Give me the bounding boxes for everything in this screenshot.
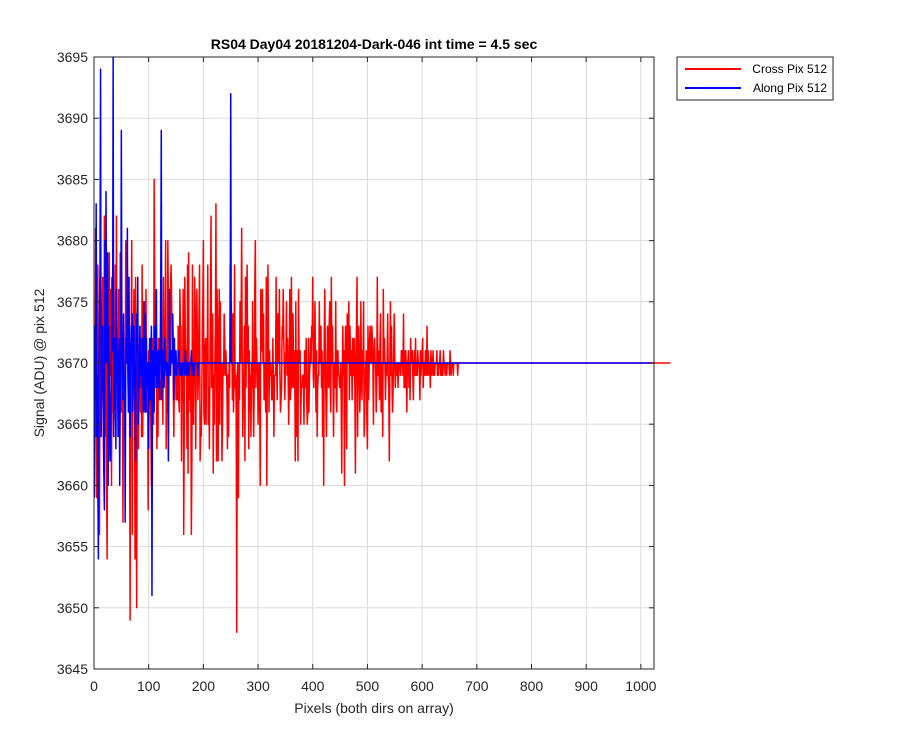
y-tick-label: 3675 [57, 294, 88, 310]
series-layer [93, 56, 671, 634]
x-tick-label: 200 [192, 678, 216, 694]
x-tick-label: 600 [410, 678, 434, 694]
y-tick-label: 3655 [57, 539, 88, 555]
x-tick-label: 300 [246, 678, 270, 694]
x-axis-label: Pixels (both dirs on array) [294, 700, 454, 716]
y-tick-label: 3690 [57, 110, 88, 126]
y-tick-label: 3665 [57, 416, 88, 432]
y-axis-label: Signal (ADU) @ pix 512 [31, 288, 47, 437]
x-tick-label: 400 [301, 678, 325, 694]
legend-box [676, 56, 834, 101]
x-tick-label: 500 [356, 678, 380, 694]
chart-title: RS04 Day04 20181204-Dark-046 int time = … [211, 36, 538, 52]
legend: Cross Pix 512 Along Pix 512 [676, 56, 834, 101]
axis-ticks: 0 100 200 300 400 500 600 700 800 900 1000 3645 3650… [57, 49, 657, 694]
y-tick-label: 3685 [57, 171, 88, 187]
y-tick-label: 3680 [57, 233, 88, 249]
y-tick-label: 3645 [57, 661, 88, 677]
x-tick-label: 800 [520, 678, 544, 694]
y-tick-label: 3695 [57, 49, 88, 65]
legend-label-cross-pix: Cross Pix 512 [752, 62, 827, 76]
legend-label-along-pix: Along Pix 512 [753, 81, 827, 95]
x-tick-label: 100 [137, 678, 161, 694]
y-tick-label: 3650 [57, 600, 88, 616]
x-tick-label: 700 [465, 678, 489, 694]
series-line-along-pix [93, 56, 653, 597]
x-tick-label: 0 [90, 678, 98, 694]
y-tick-label: 3670 [57, 355, 88, 371]
x-tick-label: 1000 [625, 678, 656, 694]
x-tick-label: 900 [575, 678, 599, 694]
y-tick-label: 3660 [57, 477, 88, 493]
